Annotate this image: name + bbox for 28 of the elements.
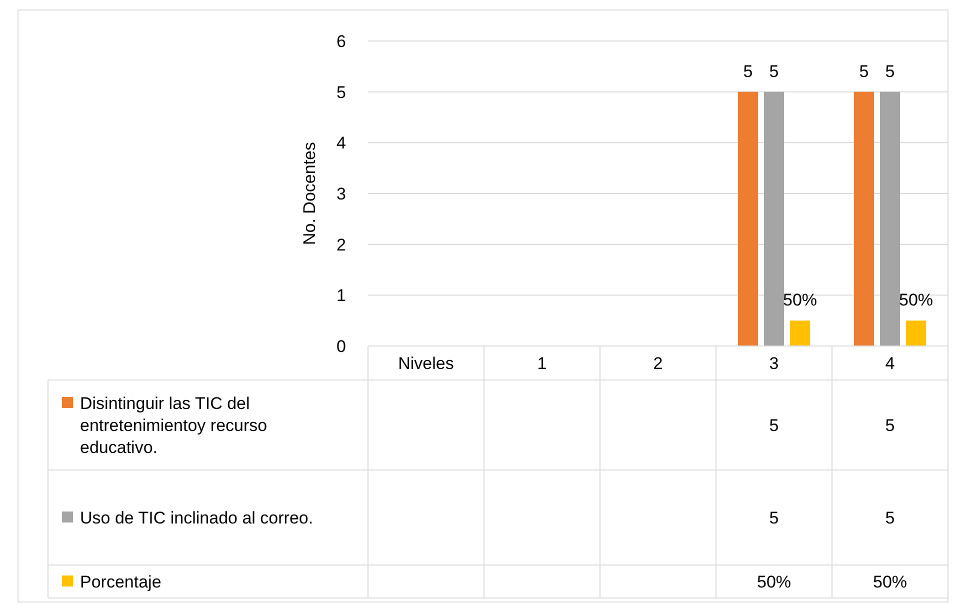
x-tick-label: 2 xyxy=(653,354,663,373)
x-tick-label: 4 xyxy=(885,354,895,373)
text: 5 xyxy=(769,62,779,81)
data-label: 5 xyxy=(885,508,895,528)
legend-label: Disintinguir las TIC del entretenimientoy recurso educativo. xyxy=(80,394,268,457)
data-label: 5 xyxy=(769,416,779,435)
x-tick-label: Niveles xyxy=(398,354,454,373)
legend-label: Uso de TIC inclinado al correo. xyxy=(80,508,314,528)
x-tick-label: 1 xyxy=(537,354,547,373)
text: 5 xyxy=(885,62,895,81)
x-tick-label: 3 xyxy=(769,354,779,373)
y-tick-label: 1 xyxy=(336,286,346,306)
y-tick-label: 3 xyxy=(336,184,346,204)
data-label: 5 xyxy=(885,416,895,435)
y-tick-label: 2 xyxy=(336,235,346,254)
text: 50% xyxy=(898,290,934,310)
data-label: 50% xyxy=(872,572,908,592)
text: 5 xyxy=(859,62,869,81)
text: 50% xyxy=(782,290,818,310)
y-tick-label: 6 xyxy=(336,32,346,51)
y-tick-label: 4 xyxy=(336,134,346,153)
y-axis-title: No. Docentes xyxy=(300,142,319,245)
data-label: 50% xyxy=(756,572,792,592)
data-label: 5 xyxy=(769,508,779,528)
text: 5 xyxy=(743,62,753,81)
y-tick-label: 0 xyxy=(336,336,346,356)
y-tick-label: 5 xyxy=(336,82,346,102)
legend-label: Porcentaje xyxy=(80,572,162,592)
